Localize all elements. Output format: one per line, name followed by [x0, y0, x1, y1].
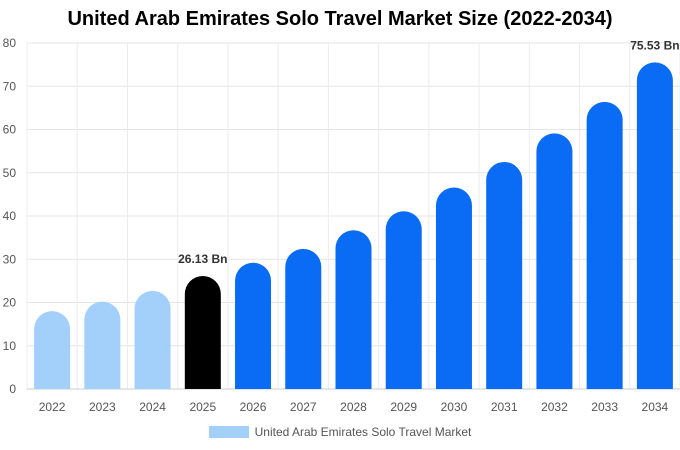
x-tick-label: 2028	[340, 400, 367, 414]
y-tick-label: 20	[3, 296, 17, 310]
y-tick-label: 50	[3, 166, 17, 180]
x-tick-label: 2024	[139, 400, 166, 414]
x-tick-label: 2026	[240, 400, 267, 414]
chart-title: United Arab Emirates Solo Travel Market …	[67, 8, 613, 30]
bar-2030	[435, 187, 472, 389]
bar-2033	[586, 101, 623, 389]
bar-2034	[636, 62, 673, 389]
bar-2029	[385, 211, 422, 389]
bar-2032	[536, 133, 573, 389]
x-tick-label: 2032	[541, 400, 568, 414]
y-tick-label: 40	[3, 209, 17, 223]
x-tick-label: 2034	[642, 400, 669, 414]
x-tick-label: 2031	[491, 400, 518, 414]
y-tick-label: 0	[9, 382, 16, 396]
x-tick-label: 2027	[290, 400, 317, 414]
y-tick-label: 10	[3, 339, 17, 353]
bar-2031	[486, 161, 523, 389]
x-tick-label: 2023	[89, 400, 116, 414]
y-tick-label: 60	[3, 123, 17, 137]
legend-label: United Arab Emirates Solo Travel Market	[254, 425, 472, 439]
x-tick-label: 2025	[189, 400, 216, 414]
x-tick-label: 2030	[441, 400, 468, 414]
x-tick-label: 2029	[390, 400, 417, 414]
x-tick-label: 2022	[39, 400, 66, 414]
bar-2025	[184, 275, 221, 389]
data-label: 26.13 Bn	[178, 252, 227, 266]
y-tick-label: 30	[3, 252, 17, 266]
legend: United Arab Emirates Solo Travel Market	[0, 425, 680, 439]
legend-swatch	[208, 426, 249, 438]
data-label: 75.53 Bn	[630, 38, 679, 52]
bar-2027	[285, 248, 322, 389]
bar-2024	[134, 290, 171, 389]
y-tick-label: 70	[3, 79, 17, 93]
bar-2026	[235, 262, 272, 389]
bar-2023	[84, 301, 121, 389]
bar-2028	[335, 230, 372, 389]
y-tick-label: 80	[3, 36, 17, 50]
x-tick-label: 2033	[591, 400, 618, 414]
bar-2022	[34, 311, 71, 389]
